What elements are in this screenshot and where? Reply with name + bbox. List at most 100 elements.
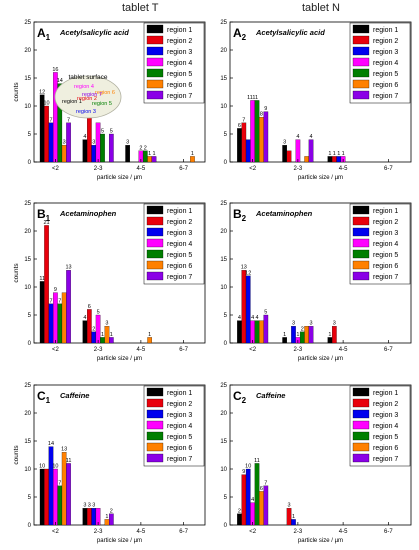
data-label: 3 [310,321,313,327]
bar [151,156,157,163]
data-label: 3 [288,503,291,509]
legend-swatch [352,453,370,463]
legend-swatch [146,420,164,430]
data-label: 11 [66,458,72,464]
y-tick-label: 15 [24,76,31,82]
inset-region-label: region 4 [74,84,94,90]
x-tick-label: 6-7 [179,347,188,353]
legend-label: region 4 [373,423,398,430]
bar [87,309,92,344]
bar [254,100,260,163]
bar [82,139,88,163]
bar [57,83,63,163]
bar [61,292,67,344]
data-label: 4 [251,315,254,321]
bar [282,145,288,163]
y-tick-label: 0 [224,523,228,529]
data-label: 10 [44,101,50,107]
data-label: 1 [292,514,295,520]
legend-label: region 7 [373,274,398,281]
legend-swatch [146,35,164,45]
bar [237,513,242,526]
data-label: 1 [148,151,151,157]
bar [291,326,296,344]
bar [91,331,97,344]
inset-region-label: region 3 [76,109,96,115]
bar [57,485,63,526]
data-label: 7 [67,117,70,123]
plot-frame [229,202,412,344]
column-title-tablet-n: tablet N [302,2,340,14]
data-label: 5 [264,310,267,316]
bar [304,326,310,344]
legend-swatch [352,409,370,419]
legend-swatch [352,205,370,215]
x-tick-label: 6-7 [384,347,393,353]
legend-swatch [146,46,164,56]
bar [245,139,251,163]
bar [250,100,255,163]
data-label: 3 [92,503,95,509]
bar [66,463,71,526]
x-tick-label: 6-7 [384,166,393,172]
y-tick-label: 20 [24,411,31,417]
data-label: 7 [49,117,52,123]
data-label: 14 [48,441,54,447]
x-axis-label: particle size / µm [298,175,343,181]
data-label: 1 [105,514,108,520]
data-label: 2 [301,326,304,332]
legend-label: region 3 [167,49,192,56]
data-label: 7 [58,480,61,486]
legend-swatch [352,90,370,100]
x-tick-label: 4-5 [137,166,146,172]
y-tick-label: 25 [220,20,227,26]
legend-swatch [352,79,370,89]
data-label: 3 [105,321,108,327]
legend-swatch [146,90,164,100]
data-label: 1 [337,151,340,157]
legend-swatch [352,24,370,34]
bar [336,156,342,163]
y-tick-label: 5 [28,132,32,138]
data-label: 3 [83,503,86,509]
bar [241,474,247,526]
legend-label: region 2 [373,219,398,226]
x-tick-label: 2-3 [294,347,303,353]
panel-sublabel: 1 [46,33,51,42]
bar [109,513,114,526]
panel-label: B2 [233,207,247,223]
data-label: 3 [126,140,129,146]
data-label: 5 [101,129,104,135]
bar [308,326,314,344]
legend-swatch [352,227,370,237]
legend-swatch [146,249,164,259]
legend-label: region 3 [167,230,192,237]
plot-frame [33,21,206,163]
inset-region-label: region 7 [82,92,102,98]
legend-swatch [352,387,370,397]
legend-swatch [146,398,164,408]
legend-label: region 4 [167,423,192,430]
data-label: 12 [39,89,45,95]
panel-label: A1 [37,26,51,42]
legend-swatch [352,249,370,259]
y-tick-label: 10 [220,285,227,291]
bar [66,122,71,163]
bar [39,281,45,344]
bar [109,337,114,344]
panel-title: Acetaminophen [255,209,313,218]
legend-swatch [146,453,164,463]
data-label: 10 [245,464,251,470]
data-label: 6 [260,486,263,492]
data-label: 1 [283,332,286,338]
legend-label: region 5 [373,434,398,441]
legend-label: region 6 [167,445,192,452]
data-label: 4 [310,134,313,140]
plot-frame [229,21,412,163]
y-tick-label: 10 [220,104,227,110]
bar [263,485,269,526]
y-tick-label: 0 [28,160,32,166]
bar [245,275,251,344]
plot-frame [33,384,206,526]
legend-label: region 4 [167,241,192,248]
